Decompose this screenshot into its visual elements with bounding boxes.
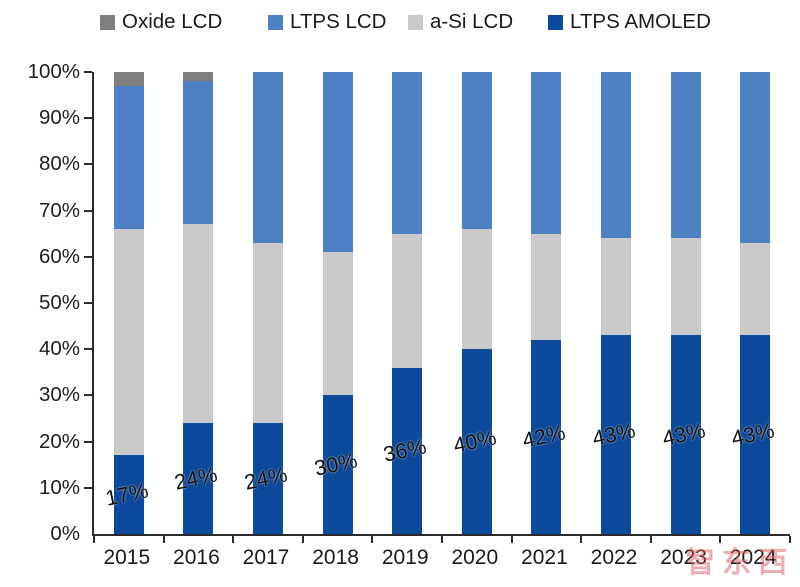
x-axis-tick xyxy=(580,536,583,543)
x-axis-label-2017: 2017 xyxy=(242,546,290,569)
bar-segment-ltps-amoled xyxy=(322,395,353,534)
legend-label: a-Si LCD xyxy=(430,10,514,33)
bar-segment-ltps-amoled xyxy=(740,335,771,534)
x-axis-tick xyxy=(232,536,235,543)
bar-segment-ltps-lcd xyxy=(740,72,771,243)
legend-item-oxide-lcd: Oxide LCD xyxy=(100,8,222,36)
y-axis-tick xyxy=(84,255,92,258)
legend-item-a-si-lcd: a-Si LCD xyxy=(408,8,513,36)
y-axis-label: 40% xyxy=(38,337,80,361)
legend-label: Oxide LCD xyxy=(122,10,223,33)
x-axis-label-2016: 2016 xyxy=(173,546,220,569)
x-axis-tick xyxy=(719,536,722,543)
x-axis-tick xyxy=(301,536,304,543)
x-axis-label-2021: 2021 xyxy=(521,546,568,569)
y-axis-label: 100% xyxy=(27,60,80,83)
x-axis-tick xyxy=(371,536,374,543)
y-axis-tick xyxy=(84,486,92,489)
bar-segment-ltps-lcd xyxy=(183,81,214,225)
x-axis-tick xyxy=(510,536,513,543)
bar-segment-ltps-lcd xyxy=(113,85,144,230)
y-axis-tick xyxy=(84,163,92,166)
bar-segment-ltps-amoled xyxy=(253,423,283,534)
legend-label: LTPS LCD xyxy=(290,10,387,33)
x-axis-label-2020: 2020 xyxy=(451,546,499,569)
y-axis-tick xyxy=(84,209,92,212)
legend-label: LTPS AMOLED xyxy=(570,10,711,33)
bar-segment-ltps-amoled xyxy=(461,349,492,534)
y-axis-label: 80% xyxy=(38,152,80,176)
bar-segment-ltps-lcd xyxy=(531,72,562,234)
bar-segment-a-si-lcd xyxy=(392,233,423,368)
x-axis-tick xyxy=(93,536,95,543)
plot-area xyxy=(84,71,791,543)
bar-segment-ltps-amoled xyxy=(113,455,144,534)
x-axis-label-2024: 2024 xyxy=(729,546,777,569)
y-axis-tick xyxy=(84,71,92,73)
bar-segment-a-si-lcd xyxy=(322,252,353,396)
bar-segment-ltps-lcd xyxy=(670,72,701,239)
stacked-bar-2022 xyxy=(601,72,631,534)
bar-segment-ltps-amoled xyxy=(531,339,562,534)
x-axis-label-2022: 2022 xyxy=(590,546,638,569)
x-axis-tick xyxy=(441,536,443,543)
stacked-bar-2018 xyxy=(322,72,353,534)
bar-segment-a-si-lcd xyxy=(740,242,771,336)
stacked-bar-2015 xyxy=(113,72,144,534)
x-axis-label-2018: 2018 xyxy=(312,546,359,569)
bar-segment-ltps-lcd xyxy=(392,72,423,234)
bar-segment-a-si-lcd xyxy=(253,242,283,424)
y-axis-label: 90% xyxy=(38,106,80,130)
y-axis-label: 20% xyxy=(38,429,80,453)
y-axis-tick xyxy=(84,394,92,397)
bar-segment-a-si-lcd xyxy=(113,229,144,456)
bar-segment-a-si-lcd xyxy=(461,229,492,350)
legend-swatch-icon xyxy=(548,14,563,30)
y-axis-tick xyxy=(84,302,92,304)
stacked-bar-2016 xyxy=(183,72,214,534)
bar-segment-oxide-lcd xyxy=(183,72,214,82)
y-axis-tick xyxy=(84,440,92,443)
bar-segment-oxide-lcd xyxy=(113,72,144,86)
y-axis-label: 0% xyxy=(50,522,80,545)
bar-segment-a-si-lcd xyxy=(601,238,631,336)
y-axis-tick xyxy=(84,117,92,120)
legend-item-ltps-amoled: LTPS AMOLED xyxy=(548,8,711,36)
legend-swatch-icon xyxy=(408,14,423,30)
y-axis-label: 10% xyxy=(38,475,80,499)
bar-segment-ltps-lcd xyxy=(601,72,631,239)
bar-segment-ltps-lcd xyxy=(253,72,283,243)
bar-segment-a-si-lcd xyxy=(531,233,562,340)
bar-segment-ltps-lcd xyxy=(461,72,492,230)
bar-segment-ltps-lcd xyxy=(322,72,353,253)
bar-segment-ltps-amoled xyxy=(601,335,631,534)
stacked-bar-2019 xyxy=(392,72,423,534)
x-axis-label-2023: 2023 xyxy=(660,546,707,569)
stacked-bar-2021 xyxy=(531,72,562,534)
bar-segment-a-si-lcd xyxy=(670,238,701,336)
bar-segment-ltps-amoled xyxy=(183,423,214,534)
bar-segment-ltps-amoled xyxy=(392,367,423,534)
y-axis-label: 50% xyxy=(38,291,80,314)
bar-segment-a-si-lcd xyxy=(183,224,214,424)
y-axis-label: 30% xyxy=(38,383,80,407)
y-axis-label: 70% xyxy=(38,198,80,222)
legend-item-ltps-lcd: LTPS LCD xyxy=(268,8,386,36)
stacked-bar-2024 xyxy=(740,72,771,534)
legend-swatch-icon xyxy=(100,14,115,30)
y-axis-tick xyxy=(84,348,92,351)
x-axis-tick xyxy=(649,536,652,543)
stacked-bar-2017 xyxy=(253,72,283,534)
x-axis-label-2015: 2015 xyxy=(103,546,151,569)
x-axis-tick xyxy=(789,536,791,543)
y-axis-label: 60% xyxy=(38,244,80,268)
x-axis-label-2019: 2019 xyxy=(381,546,429,569)
legend-swatch-icon xyxy=(268,14,283,30)
bar-segment-ltps-amoled xyxy=(670,335,701,534)
x-axis-tick xyxy=(162,536,165,543)
stacked-bar-2023 xyxy=(670,72,701,534)
stacked-bar-2020 xyxy=(461,72,492,534)
